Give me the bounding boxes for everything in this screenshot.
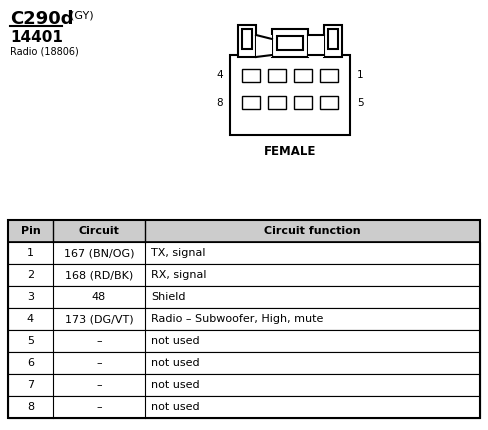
Text: C290d: C290d <box>10 10 74 28</box>
Bar <box>8 286 480 308</box>
Text: 5: 5 <box>27 336 34 346</box>
Text: 167 (BN/OG): 167 (BN/OG) <box>63 248 134 258</box>
Bar <box>8 242 480 264</box>
Text: FEMALE: FEMALE <box>264 145 316 158</box>
Bar <box>277 36 303 50</box>
Bar <box>8 308 480 330</box>
Text: 4: 4 <box>27 314 34 324</box>
Text: –: – <box>96 402 102 412</box>
Text: Radio (18806): Radio (18806) <box>10 47 79 57</box>
Text: Shield: Shield <box>151 292 185 302</box>
Text: 5: 5 <box>357 98 363 108</box>
Bar <box>8 396 480 418</box>
Text: 3: 3 <box>27 292 34 302</box>
Text: 168 (RD/BK): 168 (RD/BK) <box>65 270 133 280</box>
Text: 8: 8 <box>27 402 34 412</box>
Text: 1: 1 <box>27 248 34 258</box>
Bar <box>294 69 312 82</box>
Text: –: – <box>96 358 102 368</box>
Text: (GY): (GY) <box>70 11 94 21</box>
Text: TX, signal: TX, signal <box>151 248 205 258</box>
Bar <box>8 220 480 242</box>
Bar <box>320 69 338 82</box>
Text: not used: not used <box>151 402 200 412</box>
Bar <box>324 25 342 57</box>
Text: 4: 4 <box>217 71 224 80</box>
Bar <box>8 264 480 286</box>
Bar <box>242 96 260 109</box>
Bar <box>320 96 338 109</box>
Text: –: – <box>96 336 102 346</box>
Text: Radio – Subwoofer, High, mute: Radio – Subwoofer, High, mute <box>151 314 323 324</box>
Bar <box>8 330 480 352</box>
Bar <box>8 220 480 418</box>
Bar <box>230 55 350 135</box>
Text: 173 (DG/VT): 173 (DG/VT) <box>64 314 133 324</box>
Bar <box>8 374 480 396</box>
Text: 14401: 14401 <box>10 30 63 45</box>
Bar <box>268 69 286 82</box>
Bar <box>238 25 256 57</box>
Text: RX, signal: RX, signal <box>151 270 206 280</box>
Text: not used: not used <box>151 380 200 390</box>
Bar <box>328 29 338 49</box>
Text: –: – <box>96 380 102 390</box>
Text: Circuit function: Circuit function <box>264 226 361 236</box>
Text: 6: 6 <box>27 358 34 368</box>
Text: 2: 2 <box>27 270 34 280</box>
Bar <box>256 35 272 57</box>
Bar <box>294 96 312 109</box>
Text: 8: 8 <box>217 98 224 108</box>
Text: Circuit: Circuit <box>79 226 119 236</box>
Bar <box>242 29 252 49</box>
Text: 7: 7 <box>27 380 34 390</box>
Bar <box>308 35 324 57</box>
Bar <box>272 29 308 57</box>
Text: 1: 1 <box>357 71 363 80</box>
Text: not used: not used <box>151 336 200 346</box>
Bar <box>8 352 480 374</box>
Bar <box>268 96 286 109</box>
Bar <box>242 69 260 82</box>
Text: Pin: Pin <box>20 226 41 236</box>
Text: 48: 48 <box>92 292 106 302</box>
Text: not used: not used <box>151 358 200 368</box>
